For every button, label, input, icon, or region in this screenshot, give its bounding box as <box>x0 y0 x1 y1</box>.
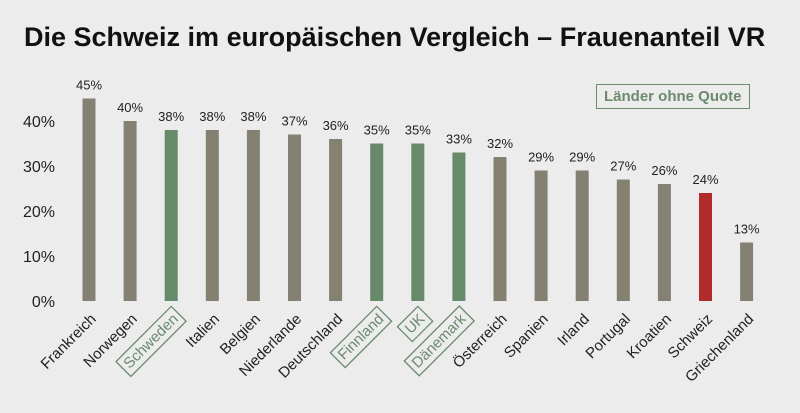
bar-irland <box>575 170 589 301</box>
value-label: 37% <box>281 114 307 129</box>
value-label: 38% <box>240 109 266 124</box>
value-label: 38% <box>199 109 225 124</box>
category-label: Kroatien <box>624 311 676 363</box>
y-tick-label: 0% <box>32 294 55 311</box>
value-label: 40% <box>117 100 143 115</box>
bar-spanien <box>534 170 548 301</box>
y-axis: 0% 10% 20% 30% 40% <box>23 114 55 311</box>
no-quota-frame <box>329 305 393 369</box>
legend-no-quota: Länder ohne Quote <box>596 84 750 109</box>
y-tick-label: 30% <box>23 159 55 176</box>
bar-frankreich <box>82 98 96 301</box>
value-label: 24% <box>692 172 718 187</box>
y-tick-label: 40% <box>23 114 55 131</box>
bars <box>82 98 754 301</box>
value-label: 29% <box>528 150 554 165</box>
category-label: Finnland <box>335 311 388 364</box>
bar-portugal <box>616 179 630 301</box>
bar-schweden <box>164 130 178 301</box>
value-labels: 45% 40% 38% 38% 38% 37% 36% 35% 35% 33% 32% 29% 29% 2… <box>76 78 760 237</box>
category-label: Spanien <box>501 311 552 362</box>
no-quota-frame <box>115 305 187 378</box>
value-label: 45% <box>76 78 102 93</box>
y-tick-label: 10% <box>23 249 55 266</box>
category-label: Irland <box>554 311 593 350</box>
chart-title: Die Schweiz im europäischen Vergleich – … <box>24 22 766 52</box>
bar-kroatien <box>657 184 671 301</box>
value-label: 38% <box>158 109 184 124</box>
bar-griechenland <box>740 242 754 301</box>
value-label: 13% <box>734 222 760 237</box>
y-tick-label: 20% <box>23 204 55 221</box>
category-label: Portugal <box>582 311 634 363</box>
value-label: 35% <box>364 123 390 138</box>
bar-belgien <box>246 130 260 301</box>
bar-finnland <box>370 143 384 301</box>
bar-niederlande <box>288 134 301 301</box>
value-label: 33% <box>446 132 472 147</box>
value-label: 36% <box>323 118 349 133</box>
value-label: 26% <box>651 163 677 178</box>
bar-norwegen <box>123 121 137 301</box>
bar-italien <box>205 130 219 301</box>
value-label: 35% <box>405 123 431 138</box>
value-label: 29% <box>569 150 595 165</box>
bar-uk <box>411 143 425 301</box>
bar-österreich <box>493 157 507 301</box>
bar-schweiz <box>699 193 712 301</box>
bar-dänemark <box>452 152 466 301</box>
no-quota-frame <box>403 305 476 377</box>
category-label: UK <box>402 311 429 338</box>
value-label: 27% <box>610 159 636 174</box>
bar-deutschland <box>329 139 343 301</box>
value-label: 32% <box>487 136 513 151</box>
no-quota-frame <box>396 305 434 343</box>
